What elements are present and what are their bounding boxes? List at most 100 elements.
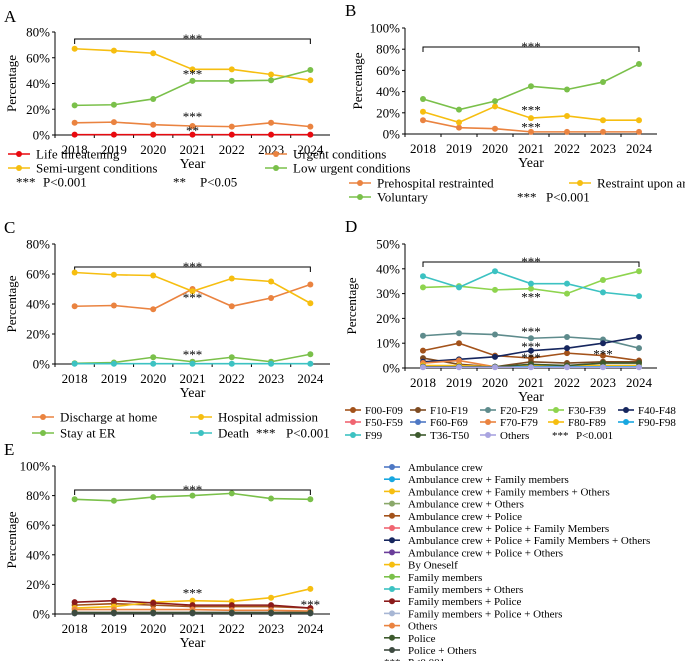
x-tick-label: 2018 [62, 142, 88, 157]
data-point [492, 331, 498, 338]
panel-label: D [345, 217, 357, 236]
series-low-urgent-conditions [71, 66, 314, 109]
legend-label: Prehospital restrainted [377, 176, 494, 191]
data-point [420, 117, 426, 124]
y-tick-label: 80% [26, 237, 50, 252]
data-point [600, 352, 606, 359]
data-point [189, 610, 196, 617]
legend-label: Urgent conditions [293, 147, 386, 162]
y-axis-title: Percentage [344, 277, 359, 334]
data-point [189, 602, 196, 609]
data-point [228, 123, 235, 130]
data-point [189, 597, 196, 604]
x-tick-label: 2020 [482, 141, 508, 156]
legend-label: Ambulance crew + Family members [408, 474, 569, 486]
data-point [420, 347, 426, 354]
legend-swatch-marker [415, 432, 421, 438]
data-point [150, 306, 157, 313]
x-axis-title: Year [518, 390, 544, 405]
legend-swatch-marker [389, 598, 395, 605]
x-tick-label: 2019 [101, 371, 127, 386]
series-f99 [420, 268, 642, 300]
data-point [528, 347, 534, 354]
x-tick-label: 2023 [258, 621, 284, 636]
data-point [307, 496, 314, 503]
legend-label: Police + Others [408, 645, 477, 657]
series-voluntary [420, 61, 642, 113]
legend-swatch-marker [389, 488, 395, 495]
x-tick-label: 2019 [101, 621, 127, 636]
x-tick-label: 2020 [140, 142, 166, 157]
y-tick-label: 30% [376, 286, 400, 301]
data-point [492, 286, 498, 293]
data-point [307, 123, 314, 130]
legend-label: F90-F98 [638, 417, 676, 429]
series-family-members [71, 490, 314, 504]
legend-label: Ambulance crew + Police + Family Members… [408, 535, 650, 547]
legend-swatch-marker [40, 414, 46, 420]
x-axis-title: Year [180, 636, 206, 651]
data-point [456, 284, 462, 291]
data-point [268, 594, 275, 601]
legend-label: F70-F79 [500, 417, 538, 429]
data-point [189, 77, 196, 84]
data-point [71, 599, 78, 606]
legend-label: Voluntary [377, 190, 429, 205]
x-tick-label: 2018 [62, 371, 88, 386]
data-point [564, 345, 570, 352]
legend-label: F40-F48 [638, 405, 676, 417]
data-point [268, 131, 275, 138]
y-tick-label: 20% [26, 102, 50, 117]
legend-swatch-marker [485, 407, 491, 413]
y-tick-label: 50% [376, 237, 400, 252]
significance-stars: *** [183, 482, 203, 497]
series-restraint-upon-arrival [420, 103, 642, 126]
series-semi-urgent-conditions [71, 45, 314, 84]
legend-swatch-marker [273, 165, 279, 171]
y-tick-label: 40% [26, 297, 50, 312]
legend-a: Life threatening Urgent conditions Semi-ur… [8, 147, 410, 190]
data-point [456, 119, 462, 126]
legend-swatch-marker [485, 419, 491, 425]
series-others [420, 364, 642, 371]
legend-label: Semi-urgent conditions [36, 161, 157, 176]
data-point [110, 597, 117, 604]
data-point [189, 122, 196, 129]
data-point [600, 340, 606, 347]
legend-label: By Oneself [408, 560, 458, 572]
legend-d: F00-F09 F10-F19 F20-F29 F30-F39 F40-F48 F50-F… [345, 405, 676, 442]
panel-e: E 0% 20% 40% 60% 80% 100% 2018 2019 2020 2021 2022 2… [4, 440, 330, 651]
data-point [564, 280, 570, 287]
legend-swatch-marker [16, 151, 22, 157]
legend-label: Low urgent conditions [293, 161, 410, 176]
legend-c: Discharge at home Hospital admission Stay … [32, 410, 330, 441]
data-point [528, 115, 534, 122]
legend-label: Ambulance crew + Others [408, 499, 524, 511]
significance-stars: *** [301, 597, 321, 612]
significance-stars: *** [183, 347, 203, 362]
y-tick-label: 100% [20, 459, 51, 474]
legend-swatch-marker [389, 561, 395, 568]
legend-label: Family members + Others [408, 584, 523, 596]
legend-stars: *** [552, 430, 569, 442]
legend-swatch-marker [389, 464, 395, 470]
y-tick-label: 40% [26, 547, 50, 562]
legend-note: P<0.05 [200, 175, 237, 190]
data-point [228, 360, 235, 367]
y-tick-label: 40% [26, 76, 50, 91]
data-point [420, 108, 426, 115]
data-point [189, 492, 196, 499]
legend-swatch-marker [389, 647, 395, 653]
data-point [420, 273, 426, 280]
x-tick-label: 2022 [219, 371, 245, 386]
y-axis-title: Percentage [4, 275, 19, 332]
legend-swatch-marker [16, 165, 22, 171]
data-point [110, 610, 117, 617]
x-tick-label: 2020 [482, 375, 508, 390]
data-point [564, 112, 570, 119]
data-point [492, 103, 498, 110]
legend-note: P<0.001 [43, 175, 87, 190]
data-point [420, 332, 426, 339]
data-point [110, 47, 117, 54]
significance-stars: *** [593, 346, 613, 361]
